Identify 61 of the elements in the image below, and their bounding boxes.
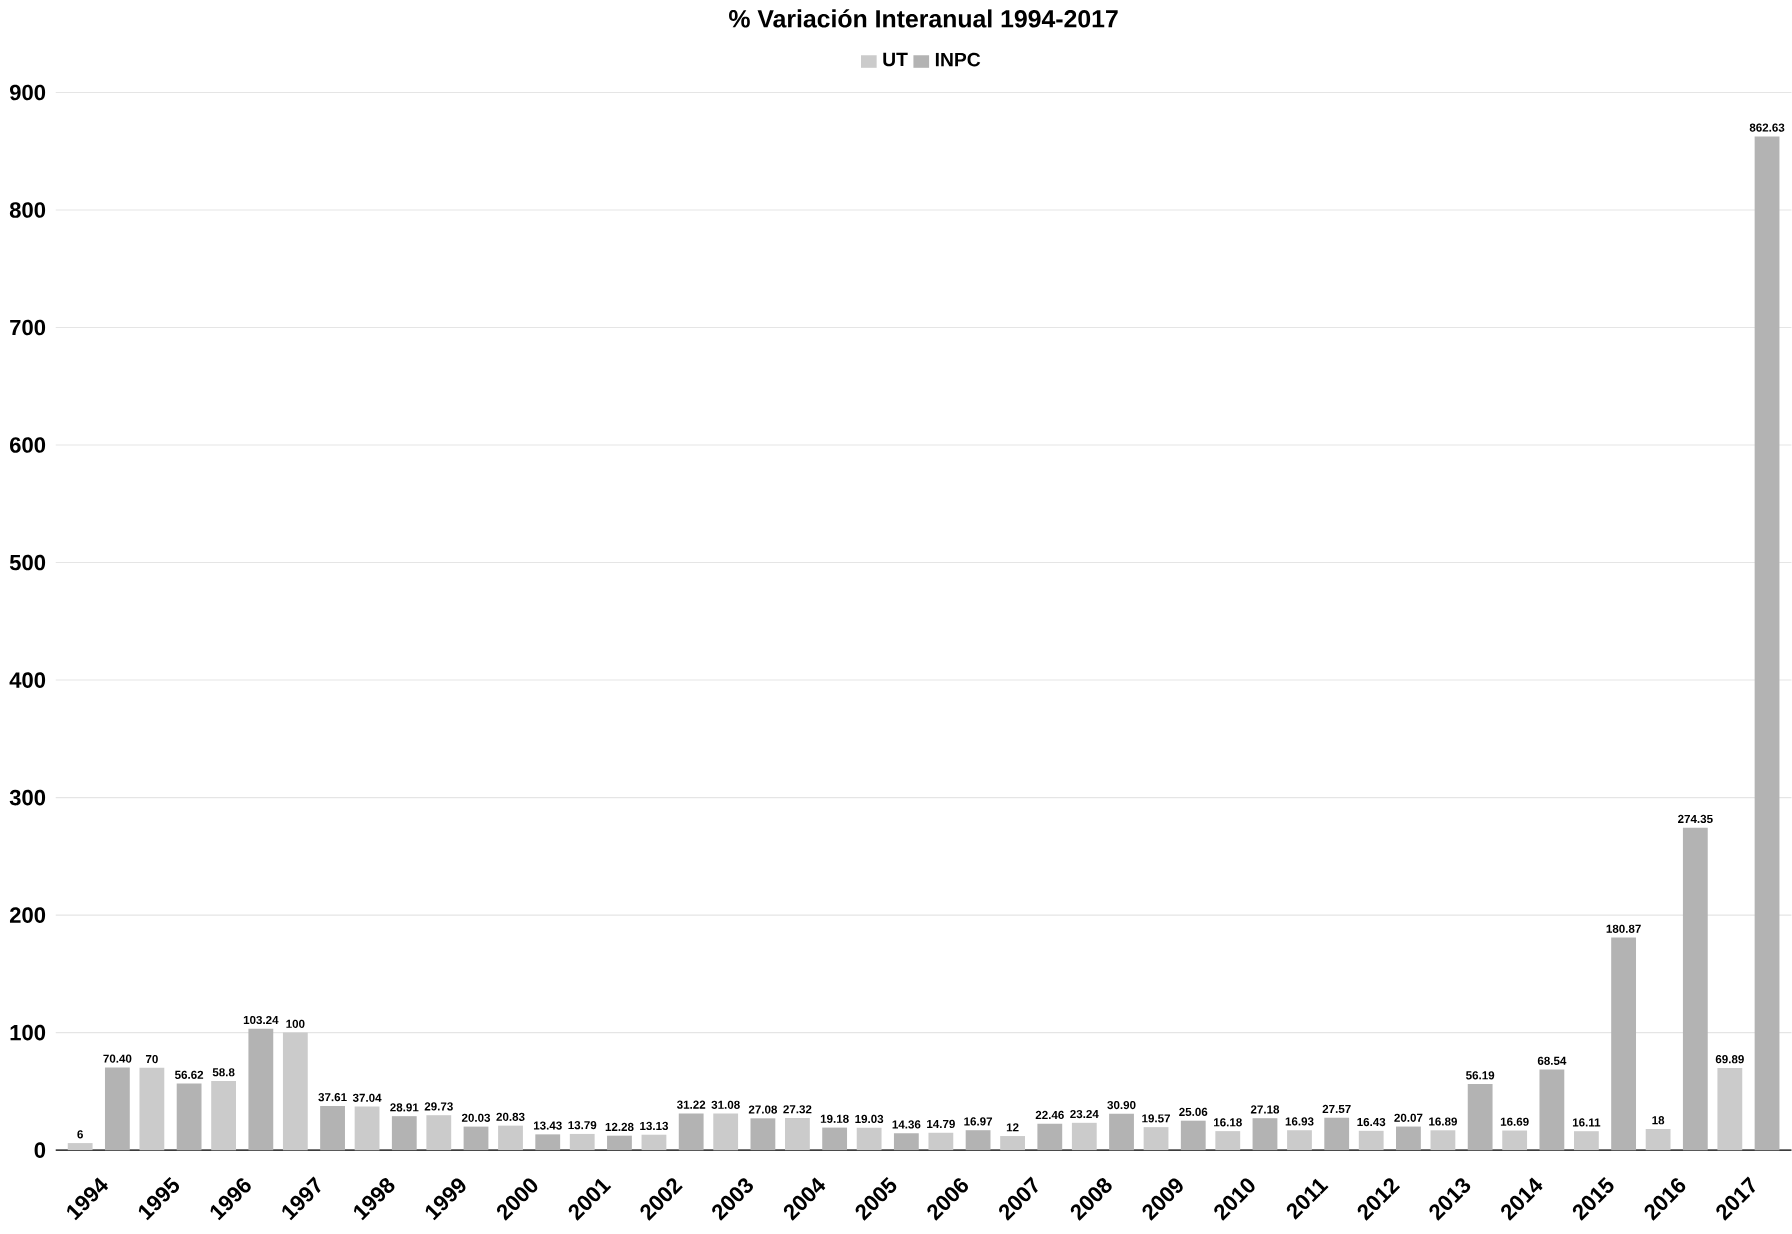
- bar: [1754, 136, 1780, 1150]
- y-tick-label: 800: [9, 201, 46, 218]
- bar: [1000, 1135, 1025, 1150]
- bar: [354, 1106, 380, 1150]
- legend-label: UT: [883, 52, 908, 67]
- bar: [1143, 1126, 1169, 1150]
- bar: [535, 1134, 561, 1150]
- bar: [785, 1117, 810, 1150]
- y-tick-label: 600: [10, 437, 46, 453]
- bar: [1682, 827, 1708, 1150]
- chart-title: % Variación Interanual 1994-2017: [729, 8, 1118, 28]
- y-tick-label: 0: [34, 1142, 46, 1158]
- bar: [1215, 1130, 1241, 1150]
- bar: [1611, 937, 1637, 1150]
- bar: [1287, 1130, 1312, 1150]
- y-tick-label: 200: [9, 907, 46, 923]
- bar: [1252, 1117, 1278, 1150]
- y-tick-label: 300: [9, 789, 46, 806]
- bar: [498, 1125, 523, 1150]
- bar: [176, 1083, 202, 1150]
- bar: [1396, 1126, 1421, 1150]
- bar: [426, 1114, 452, 1150]
- bar: [893, 1133, 919, 1150]
- bar: [1539, 1069, 1565, 1150]
- legend-label: INPC: [935, 52, 981, 67]
- bar: [211, 1080, 237, 1150]
- bar: [1573, 1130, 1599, 1150]
- bar: [713, 1113, 739, 1150]
- bar: [1071, 1122, 1097, 1150]
- y-tick-label: 900: [9, 84, 46, 101]
- bar: [1180, 1120, 1206, 1150]
- bar: [965, 1129, 991, 1150]
- bar: [641, 1134, 667, 1150]
- y-tick-label: 500: [9, 554, 46, 571]
- bar: [1645, 1128, 1671, 1150]
- bar: [463, 1126, 489, 1150]
- bar: [320, 1105, 345, 1150]
- bar: [1467, 1083, 1493, 1150]
- bar: [1717, 1067, 1743, 1150]
- bar: [1358, 1130, 1384, 1150]
- y-tick-label: 100: [10, 1024, 46, 1041]
- bar: [569, 1133, 595, 1150]
- bar: [1324, 1117, 1350, 1150]
- bar: [678, 1113, 704, 1150]
- bar: [139, 1067, 165, 1150]
- bar: [750, 1118, 776, 1150]
- bar: [67, 1142, 93, 1150]
- bar: [1430, 1130, 1456, 1150]
- bar: [248, 1028, 274, 1150]
- bar: [607, 1135, 632, 1150]
- y-tick-label: 700: [10, 319, 46, 336]
- bar: [856, 1127, 882, 1150]
- y-tick-label: 400: [9, 672, 46, 688]
- bar: [1502, 1130, 1528, 1150]
- bar: [1109, 1113, 1134, 1150]
- bar: [391, 1115, 417, 1150]
- bar: [104, 1067, 130, 1150]
- bar: [928, 1132, 954, 1150]
- bar: [1037, 1123, 1063, 1150]
- bar: [282, 1032, 308, 1150]
- bar: [822, 1127, 848, 1150]
